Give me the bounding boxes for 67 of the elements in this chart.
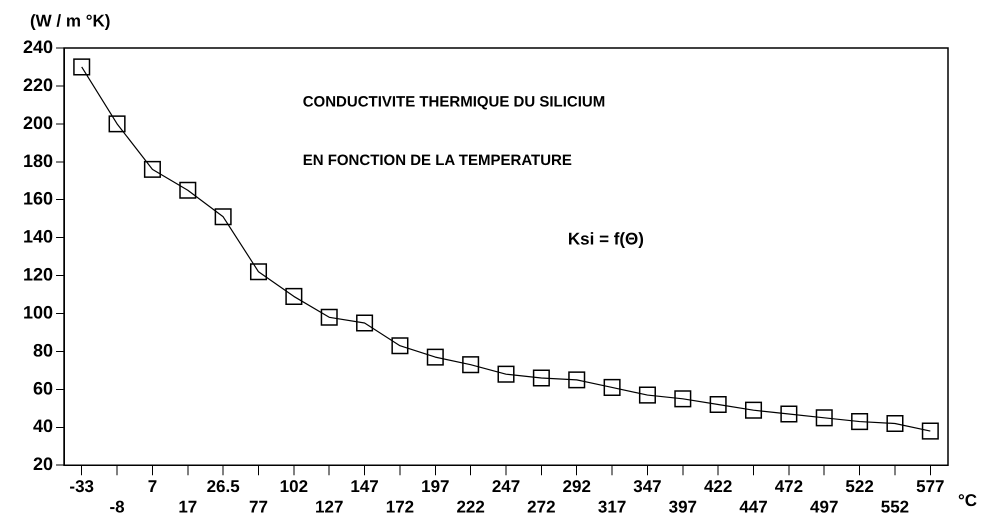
x-tick-label: 422 [704, 477, 732, 496]
point [710, 396, 727, 414]
x-tick-label: 472 [774, 477, 804, 496]
point [886, 414, 904, 432]
y-tick-label: 200 [22, 112, 54, 133]
point [356, 314, 374, 332]
point [604, 378, 621, 396]
x-tick-label: 292 [562, 477, 591, 496]
x-tick-label: 397 [668, 497, 697, 516]
point [144, 160, 161, 178]
x-tick-label: 26.5 [206, 477, 240, 496]
x-tick-label: 552 [880, 497, 910, 516]
x-tick-label: 317 [598, 497, 626, 516]
y-tick-label: 120 [22, 264, 54, 285]
y-tick-label: 80 [33, 340, 54, 360]
y-tick-label: 60 [33, 378, 54, 398]
x-tick-label: 347 [633, 477, 662, 496]
y-tick-label: 160 [22, 188, 54, 209]
y-tick-label: 20 [33, 454, 54, 474]
x-tick-label: 577 [916, 477, 945, 496]
y-axis-title: (W / m °K) [30, 12, 110, 31]
x-tick-label: 272 [527, 497, 556, 516]
y-tick-label: 220 [22, 74, 54, 95]
point [851, 413, 868, 430]
x-tick-label: 77 [249, 497, 268, 516]
y-tick-label: 100 [22, 302, 54, 322]
point [922, 422, 939, 440]
x-tick-label: 222 [456, 497, 485, 516]
point [816, 409, 833, 426]
x-tick-label: -8 [110, 497, 125, 516]
x-tick-label: 447 [739, 497, 768, 516]
y-tick-label: 140 [22, 226, 54, 247]
point [780, 405, 798, 423]
y-tick-label: 180 [22, 150, 54, 171]
x-tick-label: 172 [386, 497, 414, 516]
point [391, 337, 408, 354]
point [568, 371, 586, 388]
point [214, 208, 232, 226]
point [462, 356, 480, 374]
text: CONDUCTIVITE THERMIQUE DU SILICIUM [302, 93, 606, 110]
point [320, 308, 338, 326]
point [285, 288, 302, 305]
point [250, 263, 268, 280]
x-tick-label: 102 [280, 477, 308, 496]
y-tick-label: 40 [33, 416, 54, 436]
x-tick-label: 17 [178, 497, 198, 516]
x-tick-label: -33 [69, 477, 94, 496]
point [497, 366, 515, 383]
y-tick-label: 240 [22, 36, 54, 57]
point [638, 386, 656, 404]
point [532, 369, 550, 386]
x-tick-label: 497 [810, 497, 838, 516]
x-tick-label: 522 [845, 477, 874, 496]
x-tick-label: 147 [350, 477, 379, 496]
point [674, 390, 692, 408]
point [426, 348, 444, 366]
x-tick-label: 127 [315, 497, 344, 516]
point [179, 182, 196, 199]
text: EN FONCTION DE LA TEMPERATURE [302, 152, 572, 169]
annotation: Ksi = f(Θ) [568, 230, 644, 249]
x-tick-label: 197 [421, 477, 450, 496]
point [73, 58, 90, 76]
point [108, 115, 126, 132]
point [745, 402, 762, 419]
x-tick-label: 7 [148, 477, 158, 496]
x-tick-label: 247 [492, 477, 520, 496]
x-axis-title: °C [958, 490, 978, 510]
